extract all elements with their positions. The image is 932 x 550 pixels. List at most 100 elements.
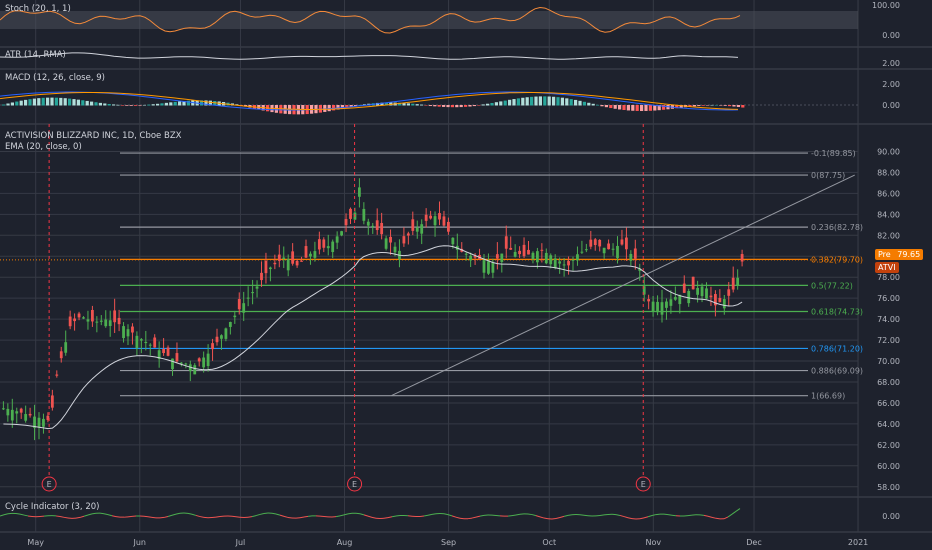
cycle-segment [59,516,65,518]
candle-body [193,365,197,375]
macd-histogram-bar [182,101,186,106]
y-tick-label-1: 60.00 [877,462,900,471]
ema-line [3,245,743,430]
y-tick-label-3: 64.00 [877,420,900,429]
cycle-segment [303,515,309,518]
macd-histogram-bar [28,99,32,106]
candle-body [19,408,23,413]
macd-histogram-bar [142,104,146,106]
candle-body [317,239,321,250]
main-chart-title: ACTIVISION BLIZZARD INC, 1D, Cboe BZX [5,131,182,141]
macd-histogram-bar [68,98,72,106]
macd-histogram-bar [560,97,564,106]
candle-body [491,262,495,273]
cycle-segment [479,514,485,517]
macd-tick-0: 2.00 [882,80,900,89]
candle-body [447,221,450,232]
candle-body [714,294,717,306]
candle-body [326,246,330,249]
cycle-segment [75,516,81,519]
candle-body [584,249,588,251]
atr-pane-label: ATR (14, RMA) [5,50,66,60]
macd-histogram-bar [644,105,648,111]
cycle-segment [715,517,721,520]
macd-histogram-bar [90,101,94,106]
y-tick-label-5: 68.00 [877,378,900,387]
macd-histogram-bar [358,104,362,106]
macd-histogram-bar [112,104,116,106]
earnings-marker-2 [635,476,651,492]
candle-body [562,264,566,266]
candle-body [224,328,228,339]
candle-body [691,276,695,290]
signal-line [0,92,739,110]
earnings-marker-label-0: E [47,480,52,489]
cycle-segment [431,513,437,515]
cycle-segment [19,513,25,516]
candle-body [518,250,521,255]
candle-body [642,286,646,295]
candle-body [77,313,81,318]
candle-body [10,409,14,421]
macd-histogram-bar [494,102,498,106]
macd-histogram-bar [76,99,80,106]
candle-body [500,253,504,262]
macd-histogram-bar [499,101,503,106]
cycle-segment [615,514,621,516]
candle-body [696,287,699,295]
fib-level-label-0: -0.1(89.85) [811,149,856,158]
cycle-segment [299,516,305,519]
candle-body [313,251,317,258]
x-tick-label-8: 2021 [848,538,868,547]
candle-body [656,301,659,313]
macd-histogram-bar [59,97,63,106]
candle-body [513,251,517,257]
macd-histogram-bar [521,97,525,106]
candle-body [260,272,263,281]
candle-body [28,413,32,416]
candle-body [402,236,406,244]
macd-histogram-bar [565,98,569,106]
macd-histogram-bar [129,105,133,106]
y-tick-label-8: 74.00 [877,315,900,324]
x-tick-label-3: Aug [337,538,353,547]
atr-tick-0: 2.00 [882,59,900,68]
candle-body [389,236,392,243]
pre-market-tag: Pre 79.65 [875,249,924,260]
fib-level-label-1: 0(87.75) [811,171,845,180]
candle-body [33,416,36,428]
fib-level-label-2: 0.236(82.78) [811,223,863,232]
candle-body [598,239,602,247]
macd-pane-label: MACD (12, 26, close, 9) [5,73,105,83]
macd-histogram-bar [578,100,582,106]
cycle-segment [191,513,197,516]
macd-histogram-bar [710,104,714,106]
macd-histogram-bar [490,102,494,106]
candle-body [255,286,259,289]
macd-histogram-bar [81,100,85,106]
y-tick-label-6: 70.00 [877,357,900,366]
candle-body [24,414,28,421]
candle-body [633,248,637,259]
cycle-segment [55,515,61,518]
macd-histogram-bar [156,103,160,106]
candle-body [340,231,343,236]
cycle-segment [543,517,549,520]
macd-histogram-bar [622,105,626,111]
candle-body [442,216,446,226]
candle-body [558,261,562,264]
y-tick-label-9: 76.00 [877,294,900,303]
x-tick-label-0: May [27,538,44,547]
cycle-segment [643,516,649,519]
cycle-segment [627,517,633,520]
macd-histogram-bar [164,102,168,106]
macd-histogram-bar [398,102,402,106]
stoch-line [0,6,741,34]
cycle-segment [723,516,729,520]
macd-histogram-bar [719,105,723,106]
cycle-segment [707,515,713,518]
cycle-segment [599,514,605,516]
macd-histogram-bar [54,97,58,106]
